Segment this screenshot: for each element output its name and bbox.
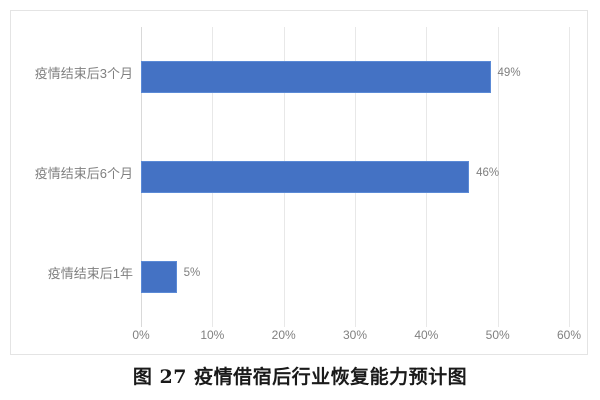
gridline xyxy=(497,27,499,327)
bar-value-label: 5% xyxy=(183,267,201,279)
figure-caption: 图 27 疫情借宿后行业恢复能力预计图 xyxy=(132,366,468,388)
x-axis-tick-labels: 0% 10% 20% 30% 40% 50% 60% xyxy=(132,328,581,349)
category-label: 疫情结束后1年 xyxy=(47,266,133,281)
bar-row: 疫情结束后6个月 46% xyxy=(35,127,569,227)
x-tick-label: 40% xyxy=(414,328,439,342)
bar-row: 疫情结束后3个月 49% xyxy=(35,27,569,127)
x-tick-label: 0% xyxy=(132,328,150,342)
category-label: 疫情结束后3个月 xyxy=(34,66,133,81)
bar-row: 疫情结束后1年 5% xyxy=(48,227,569,327)
bar[interactable] xyxy=(141,261,177,293)
x-tick-label: 30% xyxy=(342,328,368,342)
gridline xyxy=(569,27,570,327)
category-label: 疫情结束后6个月 xyxy=(34,166,133,181)
x-tick-label: 60% xyxy=(556,328,582,342)
x-tick-label: 10% xyxy=(200,328,225,342)
plot-area: 疫情结束后3个月 49% 疫情结束后6个月 46% 疫情结束后1年 5% xyxy=(35,27,570,327)
x-tick-label: 50% xyxy=(485,328,510,342)
bar-value-label: 49% xyxy=(497,67,521,79)
bar-value-label: 46% xyxy=(476,167,500,179)
x-tick-label: 20% xyxy=(271,328,296,342)
bar[interactable] xyxy=(141,161,470,193)
bar[interactable] xyxy=(141,61,491,93)
chart-frame: 疫情结束后3个月 49% 疫情结束后6个月 46% 疫情结束后1年 5% 0% 10% 20%… xyxy=(10,10,588,355)
